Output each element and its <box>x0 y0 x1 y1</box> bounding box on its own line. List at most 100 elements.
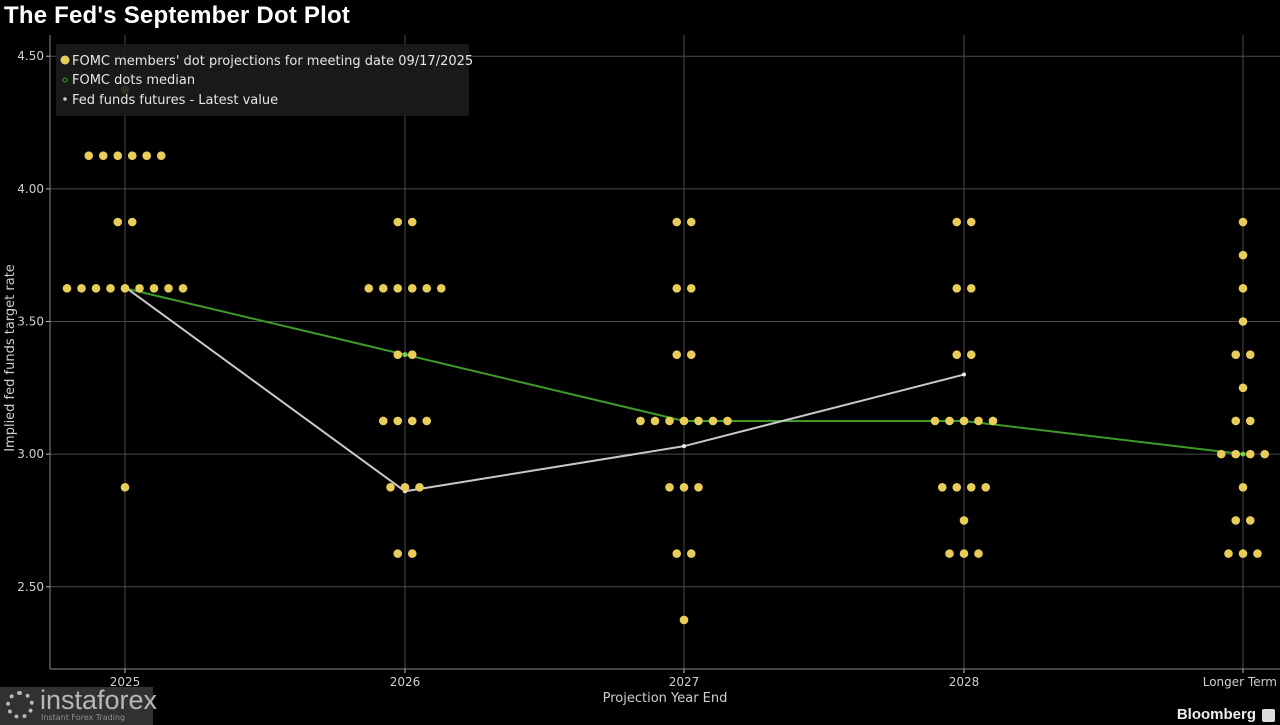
instaforex-logo-icon <box>6 691 34 719</box>
fomc-dot <box>1224 549 1233 558</box>
x-tick-label: 2028 <box>949 675 980 689</box>
legend-item-median: FOMC dots median <box>72 73 195 88</box>
fomc-dot <box>1245 449 1255 459</box>
fomc-dot <box>1253 549 1262 558</box>
fomc-dot <box>106 284 115 293</box>
fomc-dot <box>679 416 689 426</box>
fomc-dot <box>723 416 732 426</box>
y-axis-label: Implied fed funds target rate <box>3 264 18 452</box>
fomc-dot <box>672 549 682 558</box>
fomc-dot <box>966 482 976 492</box>
fomc-dot <box>422 416 432 426</box>
x-tick-label: 2026 <box>390 675 421 689</box>
fomc-dot <box>407 217 417 227</box>
fomc-dot <box>1231 516 1241 525</box>
fomc-dot <box>686 217 696 227</box>
fomc-dot <box>1245 416 1255 426</box>
fomc-dot <box>636 416 645 426</box>
futures-point <box>682 444 686 449</box>
fomc-dot <box>1238 217 1248 227</box>
fomc-dot <box>393 416 403 426</box>
y-tick-label: 3.50 <box>17 314 44 328</box>
fomc-dot <box>694 482 703 492</box>
source-label: Bloomberg <box>1176 706 1256 723</box>
x-tick-label: 2027 <box>669 675 700 689</box>
fomc-dot <box>945 549 954 558</box>
fomc-dot <box>77 284 86 293</box>
fomc-dot <box>84 151 94 160</box>
fomc-dot <box>686 350 696 359</box>
fomc-dot <box>966 284 976 293</box>
fomc-dot <box>959 416 969 426</box>
fomc-dot <box>393 350 403 359</box>
fomc-dot <box>679 482 689 492</box>
fomc-dot <box>930 416 940 426</box>
fomc-dot <box>686 284 696 293</box>
legend-box <box>56 44 469 116</box>
chart-title: The Fed's September Dot Plot <box>4 2 351 29</box>
fomc-dot <box>1238 250 1248 260</box>
fomc-dot <box>393 549 403 558</box>
fomc-dot <box>156 151 166 160</box>
fomc-dot <box>164 284 173 293</box>
fomc-dot <box>407 416 417 426</box>
fomc-dot <box>952 217 962 227</box>
fomc-dot <box>966 350 976 359</box>
fomc-dot <box>149 284 159 293</box>
fomc-dot <box>672 284 682 293</box>
fomc-dot <box>407 350 417 359</box>
legend-dot-icon <box>60 55 70 65</box>
fomc-dot <box>62 284 72 293</box>
fomc-dot <box>959 549 969 558</box>
fomc-dot <box>1216 449 1226 459</box>
fomc-dot <box>422 284 432 293</box>
fomc-dot <box>1238 317 1248 326</box>
y-tick-label: 3.00 <box>17 447 44 461</box>
legend-futures-icon <box>63 97 67 101</box>
fomc-dot <box>981 482 991 492</box>
fomc-dot <box>974 549 983 558</box>
fomc-dot <box>966 217 976 227</box>
dot-projections <box>62 85 1270 625</box>
fomc-dot <box>1231 416 1241 426</box>
fomc-dot <box>1238 482 1248 492</box>
median-point <box>1240 451 1246 457</box>
fomc-dot <box>364 284 374 293</box>
fomc-dot <box>665 482 674 492</box>
fomc-dot <box>952 284 962 293</box>
fomc-dot <box>407 549 417 558</box>
fomc-dot <box>407 284 417 293</box>
fomc-dot <box>400 482 410 492</box>
fomc-dot <box>665 416 674 426</box>
legend-median-icon <box>62 77 68 83</box>
fomc-dot <box>378 416 388 426</box>
fomc-dot <box>1245 350 1255 359</box>
fomc-dot <box>959 516 969 525</box>
fomc-dot <box>945 416 954 426</box>
fomc-dot <box>142 151 152 160</box>
fomc-dot <box>120 284 130 293</box>
watermark-tagline: Instant Forex Trading <box>41 713 126 722</box>
x-tick-label: 2025 <box>110 675 141 689</box>
fomc-dot <box>178 284 188 293</box>
fomc-dot <box>113 217 123 227</box>
fomc-dot <box>952 482 962 492</box>
fomc-dot <box>393 217 403 227</box>
fomc-dot <box>686 549 696 558</box>
y-tick-label: 2.50 <box>17 580 44 594</box>
fomc-dot <box>974 416 983 426</box>
fomc-dot <box>694 416 703 426</box>
fomc-dot <box>393 284 403 293</box>
y-tick-label: 4.50 <box>17 49 44 63</box>
x-tick-label: Longer Term <box>1203 675 1277 689</box>
fomc-dot <box>672 217 682 227</box>
watermark-name: instaforex <box>40 685 158 715</box>
instaforex-watermark: instaforex Instant Forex Trading <box>0 685 157 725</box>
fomc-dot <box>135 284 144 293</box>
fomc-dot <box>127 151 137 160</box>
fomc-dot <box>113 151 123 160</box>
gridlines <box>50 35 1280 669</box>
fomc-dot <box>679 615 689 625</box>
futures-line <box>124 286 965 493</box>
